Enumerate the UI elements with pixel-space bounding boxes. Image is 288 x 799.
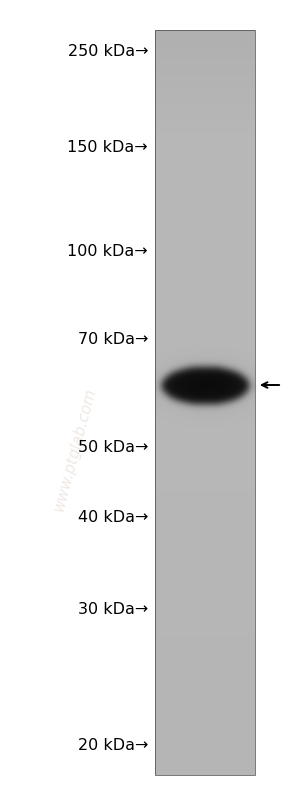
Bar: [155, 30, 255, 775]
Text: www.ptglab.com: www.ptglab.com: [51, 387, 99, 514]
Text: 30 kDa→: 30 kDa→: [78, 602, 148, 618]
Text: 40 kDa→: 40 kDa→: [78, 511, 148, 526]
Text: 100 kDa→: 100 kDa→: [67, 244, 148, 260]
Text: 250 kDa→: 250 kDa→: [67, 45, 148, 59]
Text: 150 kDa→: 150 kDa→: [67, 141, 148, 156]
Text: 50 kDa→: 50 kDa→: [78, 440, 148, 455]
Text: 20 kDa→: 20 kDa→: [78, 737, 148, 753]
Text: 70 kDa→: 70 kDa→: [78, 332, 148, 348]
